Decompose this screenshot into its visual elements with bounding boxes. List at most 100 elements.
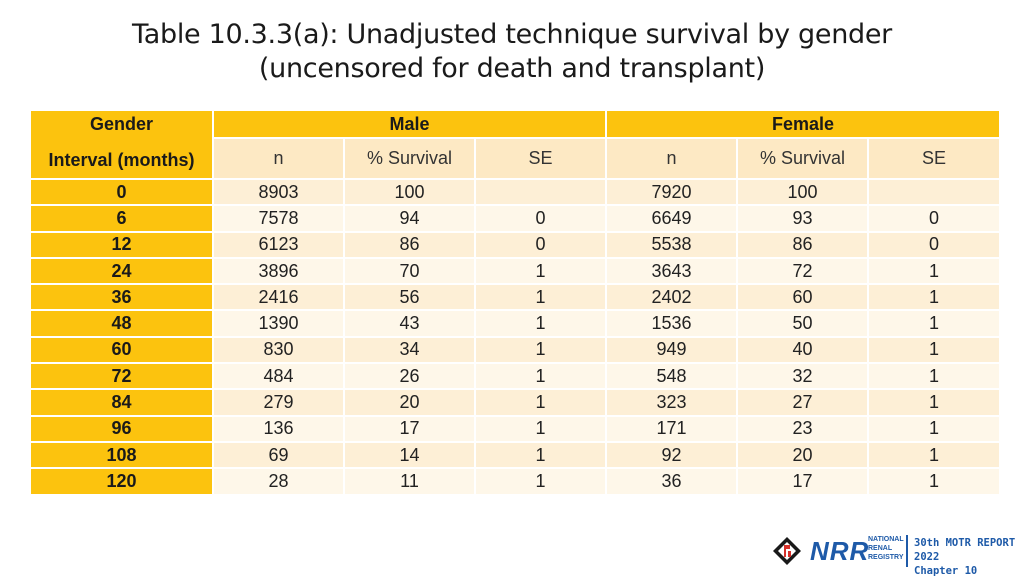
cell-female-survival: 60 (736, 283, 868, 310)
cell-male-survival: 14 (343, 440, 474, 468)
cell-male-n: 484 (212, 362, 343, 389)
cell-male-n: 6123 (212, 230, 343, 257)
table-row: 6 7578 94 0 6649 93 0 (31, 204, 1000, 231)
cell-female-se: 1 (867, 309, 1000, 336)
subheader-female-n: n (605, 137, 737, 178)
table-row: 108 69 14 1 92 20 1 (31, 440, 1000, 468)
cell-male-se: 0 (474, 204, 606, 231)
cell-male-n: 3896 (212, 256, 343, 284)
cell-male-se (474, 178, 606, 205)
cell-male-n: 69 (212, 440, 343, 468)
cell-male-se: 1 (474, 362, 606, 389)
cell-female-survival: 32 (736, 362, 868, 389)
cell-interval: 108 (31, 440, 212, 468)
cell-female-survival: 86 (736, 230, 868, 257)
cell-male-survival: 70 (343, 256, 474, 284)
title-line-1: Table 10.3.3(a): Unadjusted technique su… (132, 19, 892, 50)
subheader-female-survival: % Survival (736, 137, 868, 178)
report-chapter: Chapter 10 (914, 565, 978, 577)
registry-emblem-icon (773, 537, 801, 565)
cell-female-n: 92 (605, 440, 737, 468)
header-gender: Gender (31, 111, 212, 137)
cell-female-n: 171 (605, 414, 737, 441)
subheader-female-se: SE (867, 137, 1000, 178)
cell-male-survival: 86 (343, 230, 474, 257)
cell-male-n: 279 (212, 388, 343, 415)
cell-male-se: 1 (474, 388, 606, 415)
cell-female-n: 3643 (605, 256, 737, 284)
table-row: 120 28 11 1 36 17 1 (31, 467, 1000, 494)
logo-divider (906, 535, 908, 567)
cell-female-se: 1 (867, 467, 1000, 494)
cell-male-survival: 17 (343, 414, 474, 441)
table-row: 84 279 20 1 323 27 1 (31, 388, 1000, 415)
cell-female-se: 1 (867, 256, 1000, 284)
cell-female-survival: 50 (736, 309, 868, 336)
cell-interval: 72 (31, 362, 212, 389)
table-row: 72 484 26 1 548 32 1 (31, 362, 1000, 389)
cell-male-survival: 56 (343, 283, 474, 310)
cell-male-n: 7578 (212, 204, 343, 231)
cell-interval: 84 (31, 388, 212, 415)
cell-female-se: 1 (867, 388, 1000, 415)
cell-interval: 48 (31, 309, 212, 336)
table-row: 12 6123 86 0 5538 86 0 (31, 230, 1000, 257)
cell-male-se: 1 (474, 440, 606, 468)
subheader-male-n: n (212, 137, 343, 178)
cell-interval: 24 (31, 256, 212, 284)
cell-female-survival: 17 (736, 467, 868, 494)
nrr-logo-subtext: NATIONAL RENAL REGISTRY (868, 536, 904, 561)
cell-female-survival: 23 (736, 414, 868, 441)
cell-male-survival: 43 (343, 309, 474, 336)
survival-table: Gender Male Female Interval (months) n %… (31, 111, 1000, 494)
cell-male-survival: 26 (343, 362, 474, 389)
cell-male-se: 1 (474, 414, 606, 441)
cell-female-survival: 100 (736, 178, 868, 205)
cell-male-se: 0 (474, 230, 606, 257)
report-title: 30th MOTR REPORT 2022 (914, 537, 1016, 563)
cell-female-se: 0 (867, 230, 1000, 257)
cell-interval: 120 (31, 467, 212, 494)
cell-male-survival: 11 (343, 467, 474, 494)
cell-male-n: 28 (212, 467, 343, 494)
cell-female-se: 1 (867, 362, 1000, 389)
cell-female-survival: 20 (736, 440, 868, 468)
header-interval: Interval (months) (31, 137, 212, 178)
cell-male-survival: 94 (343, 204, 474, 231)
table-row: 96 136 17 1 171 23 1 (31, 414, 1000, 441)
cell-male-se: 1 (474, 335, 606, 363)
cell-female-n: 2402 (605, 283, 737, 310)
cell-interval: 0 (31, 178, 212, 205)
cell-male-n: 830 (212, 335, 343, 363)
cell-male-se: 1 (474, 283, 606, 310)
cell-interval: 96 (31, 414, 212, 441)
title-line-2: (uncensored for death and transplant) (258, 53, 766, 84)
cell-interval: 36 (31, 283, 212, 310)
registry-logo: NRR NATIONAL RENAL REGISTRY 30th MOTR RE… (764, 532, 1024, 578)
cell-female-se (867, 178, 1000, 205)
nrr-logo-text: NRR (810, 536, 870, 566)
cell-female-n: 5538 (605, 230, 737, 257)
cell-female-n: 323 (605, 388, 737, 415)
cell-female-se: 0 (867, 204, 1000, 231)
page-title: Table 10.3.3(a): Unadjusted technique su… (0, 18, 1024, 86)
cell-female-n: 6649 (605, 204, 737, 231)
cell-interval: 6 (31, 204, 212, 231)
cell-female-survival: 40 (736, 335, 868, 363)
cell-female-n: 36 (605, 467, 737, 494)
cell-female-se: 1 (867, 335, 1000, 363)
header-female: Female (605, 111, 1000, 137)
cell-female-n: 7920 (605, 178, 737, 205)
table-row: 24 3896 70 1 3643 72 1 (31, 256, 1000, 284)
cell-female-n: 949 (605, 335, 737, 363)
cell-interval: 12 (31, 230, 212, 257)
report-label: 30th MOTR REPORT 2022 Chapter 10 (914, 536, 1024, 578)
table-row: 60 830 34 1 949 40 1 (31, 335, 1000, 363)
cell-female-survival: 72 (736, 256, 868, 284)
cell-female-n: 548 (605, 362, 737, 389)
cell-male-se: 1 (474, 467, 606, 494)
cell-male-n: 8903 (212, 178, 343, 205)
cell-male-survival: 20 (343, 388, 474, 415)
subheader-male-se: SE (474, 137, 606, 178)
table-row: 48 1390 43 1 1536 50 1 (31, 309, 1000, 336)
